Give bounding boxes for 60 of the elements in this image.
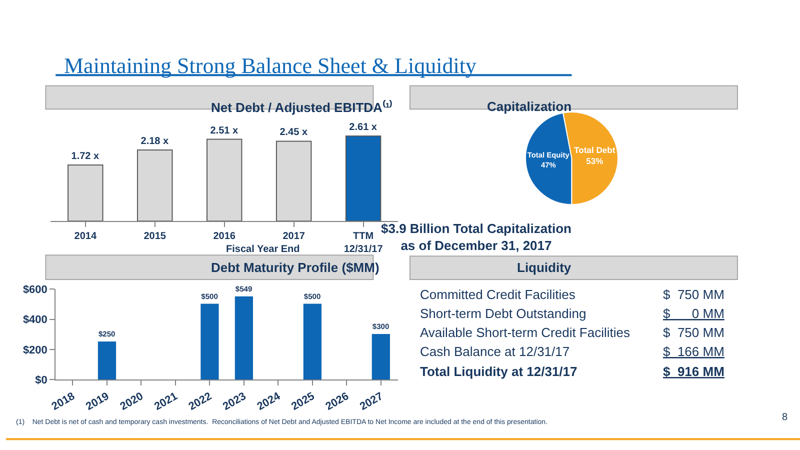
text: $ 750 MM	[663, 287, 724, 302]
x-tick-label: 2026	[324, 390, 351, 414]
x-tick-label: 2016	[213, 231, 236, 242]
bar	[372, 334, 390, 380]
data-label: 2.18 x	[140, 136, 169, 148]
data-label: $250	[98, 330, 116, 339]
data-label: $500	[304, 292, 321, 302]
data-label: 47%	[540, 160, 556, 170]
bar	[137, 150, 173, 222]
y-tick-label: $0	[35, 374, 48, 387]
data-label: $500	[201, 292, 218, 302]
slice-label: Total Debt	[574, 144, 616, 155]
bar	[276, 140, 312, 222]
y-tick-label: $200	[22, 344, 48, 356]
bar	[200, 304, 219, 380]
x-tick-label: 2019	[84, 390, 112, 414]
bar	[234, 296, 254, 380]
text: $ 750 MM	[663, 325, 724, 340]
slice-label: Total Equity	[527, 150, 570, 160]
x-tick-label: 2020	[118, 390, 146, 414]
text: Committed Credit Facilities	[420, 287, 576, 302]
data-label: 53%	[586, 156, 604, 166]
text: 8	[782, 412, 788, 423]
text: $ 166 MM	[663, 344, 724, 359]
data-label: 2.45 x	[280, 127, 308, 138]
bar	[345, 136, 382, 222]
text: Available Short-term Credit Facilities	[420, 325, 630, 340]
x-tick-label: 2021	[152, 390, 180, 414]
text: Short-term Debt Outstanding	[420, 306, 586, 321]
text: Cash Balance at 12/31/17	[420, 344, 570, 359]
chart-title: Debt Maturity Profile ($MM)	[211, 260, 380, 275]
x-tick-label: 2022	[186, 390, 214, 414]
text: Liquidity	[517, 260, 572, 275]
text: $ 0 MM	[663, 306, 724, 321]
text: Maintaining Strong Balance Sheet & Liquidity	[64, 53, 476, 78]
bar	[68, 164, 104, 222]
y-tick-label: $400	[22, 314, 48, 326]
text: Total Liquidity at 12/31/17	[420, 364, 578, 379]
data-label: $549	[235, 284, 252, 294]
bar	[303, 304, 322, 380]
chart-title: Net Debt / Adjusted EBITDA⁽¹⁾	[211, 99, 393, 115]
bar	[206, 138, 242, 222]
x-tick-label: 2017	[282, 231, 306, 242]
text: $ 916 MM	[663, 364, 724, 379]
data-label: 2.51 x	[210, 125, 238, 136]
y-tick-label: $600	[22, 284, 48, 296]
x-tick-label: 2015	[144, 231, 166, 242]
x-tick-label: 2018	[50, 390, 77, 414]
x-tick-label: 2024	[255, 390, 284, 414]
x-tick-label: 2023	[221, 390, 248, 414]
annotation: $3.9 Billion Total Capitalization as of December 31, 2017	[381, 221, 572, 253]
data-label: 1.72 x	[71, 151, 100, 162]
x-tick-label: 2014	[74, 231, 97, 242]
x-tick-label: 2027	[358, 390, 386, 414]
data-label: $300	[372, 322, 390, 332]
bar	[98, 342, 116, 380]
data-label: 2.61 x	[349, 122, 378, 134]
x-axis-title: Fiscal Year End	[226, 244, 300, 255]
x-tick-label: 2025	[289, 390, 317, 414]
chart-title: Capitalization	[487, 99, 572, 114]
